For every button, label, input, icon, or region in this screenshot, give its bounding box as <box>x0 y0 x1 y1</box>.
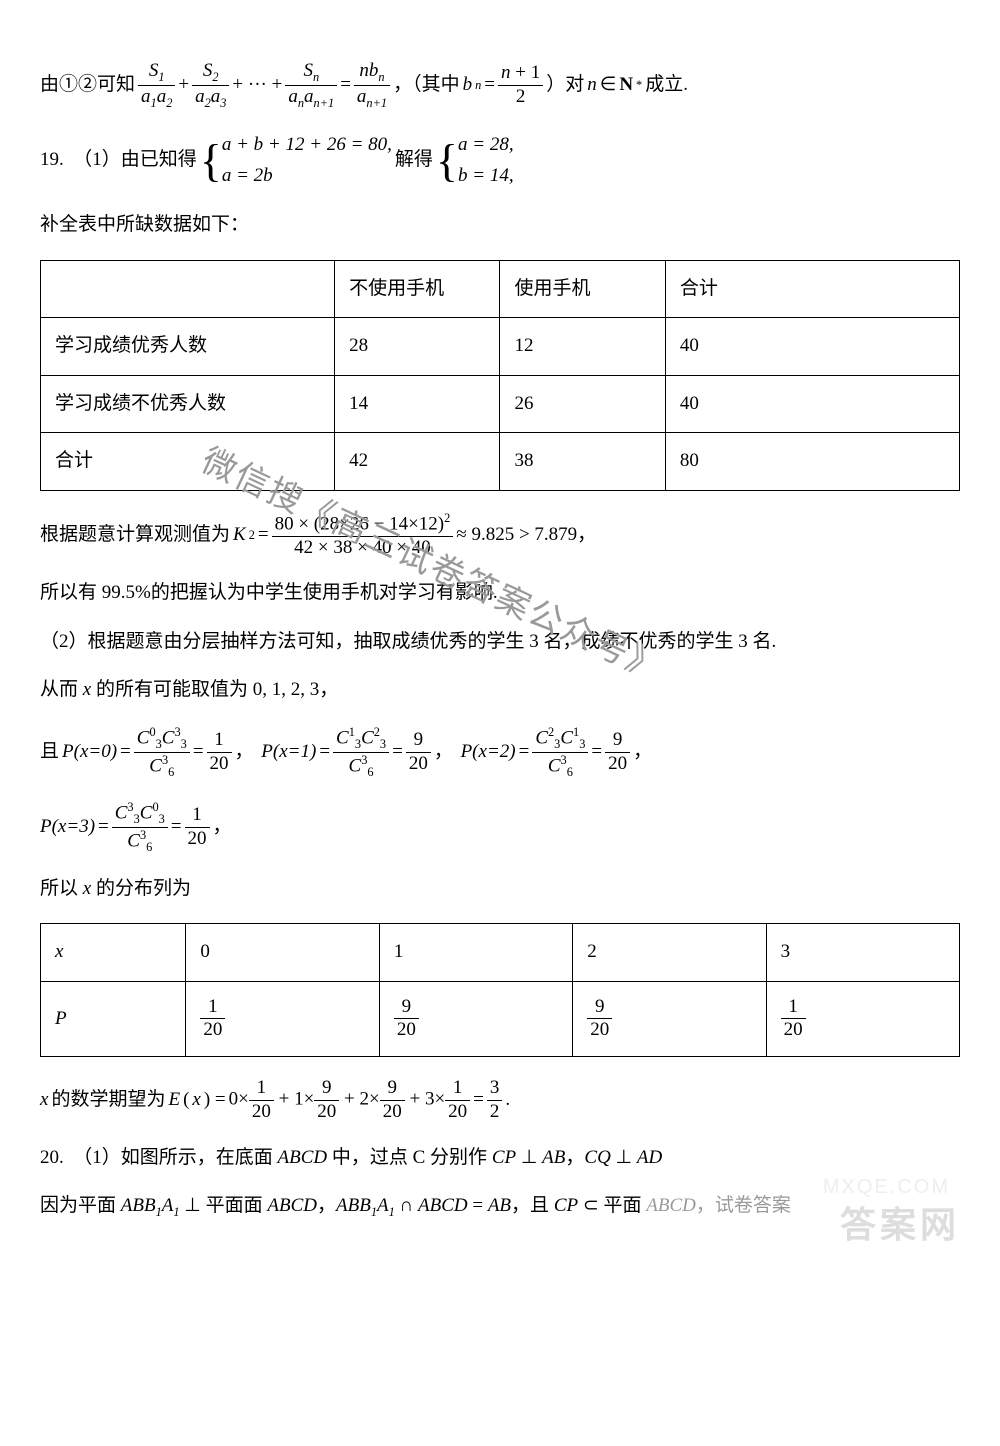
table-cell: 12 <box>500 318 665 376</box>
table-cell: 合计 <box>41 433 335 491</box>
table-cell: 学习成绩不优秀人数 <box>41 375 335 433</box>
table-cell: 40 <box>665 375 959 433</box>
table-cell: 38 <box>500 433 665 491</box>
contingency-table: 不使用手机使用手机合计学习成绩优秀人数281240学习成绩不优秀人数142640… <box>40 260 960 491</box>
table-cell: 120 <box>766 981 959 1057</box>
table-cell: 920 <box>573 981 766 1057</box>
table-header: x <box>41 924 186 982</box>
x-values-line: 从而 x 的所有可能取值为 0, 1, 2, 3， <box>40 676 960 705</box>
table-header: 使用手机 <box>500 260 665 318</box>
expectation-line: x 的数学期望为 E(x) = 0×120 + 1×920 + 2×920 + … <box>40 1077 960 1124</box>
table-header: 2 <box>573 924 766 982</box>
table-cell: P <box>41 981 186 1057</box>
table-header: 0 <box>186 924 379 982</box>
dist-caption: 所以 x 的分布列为 <box>40 875 960 904</box>
table-cell: 120 <box>186 981 379 1057</box>
table-cell: 920 <box>379 981 572 1057</box>
line-summation: 由①②可知 S1a1a2 + S2a2a3 + ··· + Snanan+1 =… <box>40 60 960 110</box>
table-header: 不使用手机 <box>335 260 500 318</box>
table-cell: 42 <box>335 433 500 491</box>
table-cell: 80 <box>665 433 959 491</box>
k2-line: 根据题意计算观测值为 K2 = 80 × (28×26 − 14×12)2 42… <box>40 511 960 560</box>
q20-line1: 20. （1）如图所示，在底面 ABCD 中，过点 C 分别作 CP ⊥ AB，… <box>40 1144 960 1173</box>
table-header: 1 <box>379 924 572 982</box>
probabilities-line: 且 P(x=0) = C03C33C36 = 120， P(x=1) = C13… <box>40 725 960 780</box>
table-header: 合计 <box>665 260 959 318</box>
table-header <box>41 260 335 318</box>
conclusion-99.5: 所以有 99.5%的把握认为中学生使用手机对学习有影响. <box>40 579 960 608</box>
table1-caption: 补全表中所缺数据如下： <box>40 211 960 240</box>
table-cell: 14 <box>335 375 500 433</box>
q20-line2: 因为平面 ABB1A1 ⊥ 平面面 ABCD，ABB1A1 ∩ ABCD = A… <box>40 1192 960 1221</box>
part2-sampling: （2）根据题意由分层抽样方法可知，抽取成绩优秀的学生 3 名，成绩不优秀的学生 … <box>40 628 960 657</box>
q19-part1: 19. （1）由已知得 { a + b + 12 + 26 = 80, a = … <box>40 130 960 191</box>
table-cell: 28 <box>335 318 500 376</box>
table-cell: 26 <box>500 375 665 433</box>
table-cell: 学习成绩优秀人数 <box>41 318 335 376</box>
prob-x3: P(x=3) = C33C03C36 = 120， <box>40 800 960 855</box>
distribution-table: x0123P120920920120 <box>40 923 960 1057</box>
table-cell: 40 <box>665 318 959 376</box>
table-header: 3 <box>766 924 959 982</box>
